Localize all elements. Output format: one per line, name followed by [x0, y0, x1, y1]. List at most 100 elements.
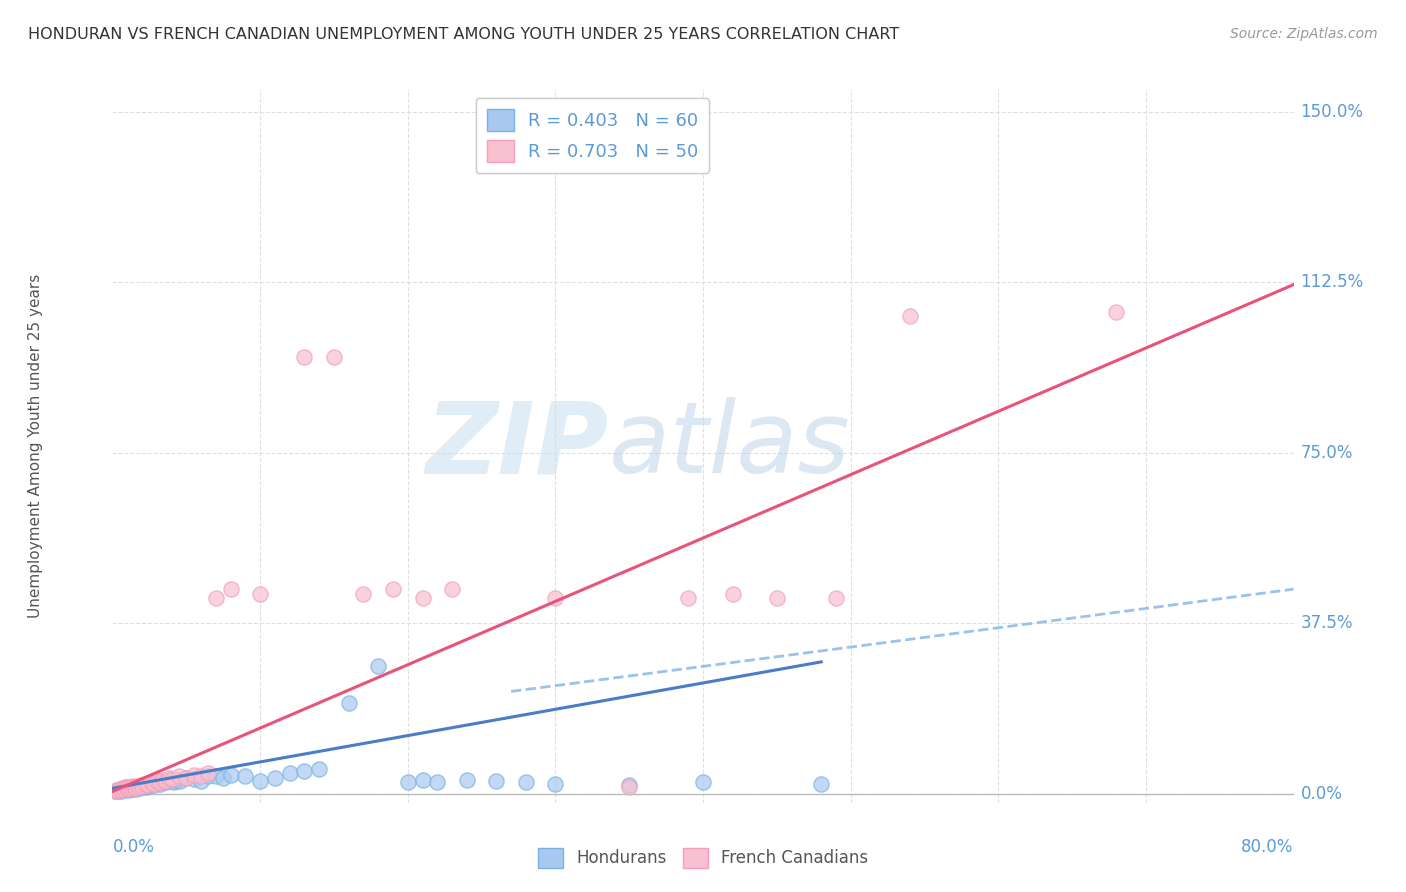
Point: [122, 779, 145, 793]
Point: [190, 769, 212, 783]
Point: [278, 766, 301, 780]
Legend: R = 0.403   N = 60, R = 0.703   N = 50: R = 0.403 N = 60, R = 0.703 N = 50: [475, 98, 709, 173]
Point: [139, 775, 162, 789]
Point: [117, 781, 138, 796]
Point: [219, 582, 242, 597]
Point: [233, 769, 256, 783]
Point: [167, 769, 190, 783]
Point: [352, 587, 374, 601]
Point: [128, 781, 150, 796]
Point: [124, 780, 146, 794]
Text: Source: ZipAtlas.com: Source: ZipAtlas.com: [1230, 27, 1378, 41]
Point: [139, 777, 162, 791]
Text: Unemployment Among Youth under 25 years: Unemployment Among Youth under 25 years: [28, 274, 42, 618]
Point: [142, 778, 165, 792]
Text: ZIP: ZIP: [426, 398, 609, 494]
Point: [456, 773, 478, 788]
Point: [127, 779, 149, 793]
Point: [485, 774, 508, 789]
Point: [183, 772, 205, 787]
Point: [205, 591, 228, 606]
Text: atlas: atlas: [609, 398, 851, 494]
Point: [155, 775, 177, 789]
Point: [136, 778, 159, 792]
Point: [337, 696, 360, 710]
Point: [118, 783, 141, 797]
Point: [121, 781, 143, 796]
Point: [118, 782, 141, 797]
Point: [160, 772, 183, 787]
Point: [111, 781, 134, 796]
Point: [619, 778, 641, 792]
Point: [323, 351, 346, 365]
Point: [308, 762, 330, 776]
Point: [197, 766, 219, 780]
Point: [155, 774, 177, 789]
Point: [157, 773, 180, 788]
Point: [212, 771, 235, 785]
Point: [112, 782, 135, 797]
Point: [382, 582, 405, 597]
Point: [544, 777, 567, 791]
Point: [292, 351, 315, 365]
Point: [117, 782, 138, 797]
Text: 0.0%: 0.0%: [1301, 785, 1343, 803]
Point: [149, 775, 172, 789]
Point: [136, 778, 159, 792]
Text: 112.5%: 112.5%: [1301, 273, 1364, 292]
Text: HONDURAN VS FRENCH CANADIAN UNEMPLOYMENT AMONG YOUTH UNDER 25 YEARS CORRELATION : HONDURAN VS FRENCH CANADIAN UNEMPLOYMENT…: [28, 27, 900, 42]
Point: [426, 775, 449, 789]
Point: [146, 774, 169, 789]
Point: [152, 774, 174, 789]
Point: [824, 591, 846, 606]
Point: [127, 780, 149, 794]
Point: [110, 783, 132, 797]
Point: [129, 779, 152, 793]
Point: [124, 781, 146, 796]
Point: [108, 782, 131, 797]
Text: 37.5%: 37.5%: [1301, 615, 1353, 632]
Point: [163, 775, 186, 789]
Point: [152, 773, 174, 788]
Point: [128, 780, 150, 794]
Point: [174, 771, 197, 785]
Point: [249, 587, 271, 601]
Point: [264, 771, 287, 785]
Point: [104, 784, 127, 798]
Point: [104, 784, 127, 798]
Point: [120, 780, 142, 794]
Point: [166, 773, 188, 788]
Point: [197, 768, 219, 782]
Point: [157, 771, 180, 785]
Point: [131, 780, 153, 794]
Point: [135, 780, 157, 794]
Point: [411, 591, 433, 606]
Point: [131, 779, 153, 793]
Point: [183, 767, 205, 781]
Point: [810, 777, 832, 791]
Point: [134, 777, 156, 791]
Point: [105, 783, 128, 797]
Point: [142, 777, 165, 791]
Text: 80.0%: 80.0%: [1241, 838, 1294, 856]
Point: [169, 774, 191, 789]
Point: [766, 591, 789, 606]
Point: [249, 774, 271, 789]
Point: [112, 782, 135, 797]
Point: [292, 764, 315, 778]
Legend: Hondurans, French Canadians: Hondurans, French Canadians: [531, 841, 875, 875]
Point: [132, 778, 155, 792]
Point: [149, 777, 172, 791]
Text: 75.0%: 75.0%: [1301, 444, 1353, 462]
Point: [138, 779, 160, 793]
Point: [678, 591, 700, 606]
Point: [125, 782, 148, 797]
Point: [146, 775, 169, 789]
Text: 150.0%: 150.0%: [1301, 103, 1364, 121]
Point: [114, 780, 136, 794]
Point: [898, 310, 921, 324]
Point: [121, 782, 143, 797]
Point: [205, 769, 228, 783]
Text: 0.0%: 0.0%: [112, 838, 155, 856]
Point: [129, 778, 152, 792]
